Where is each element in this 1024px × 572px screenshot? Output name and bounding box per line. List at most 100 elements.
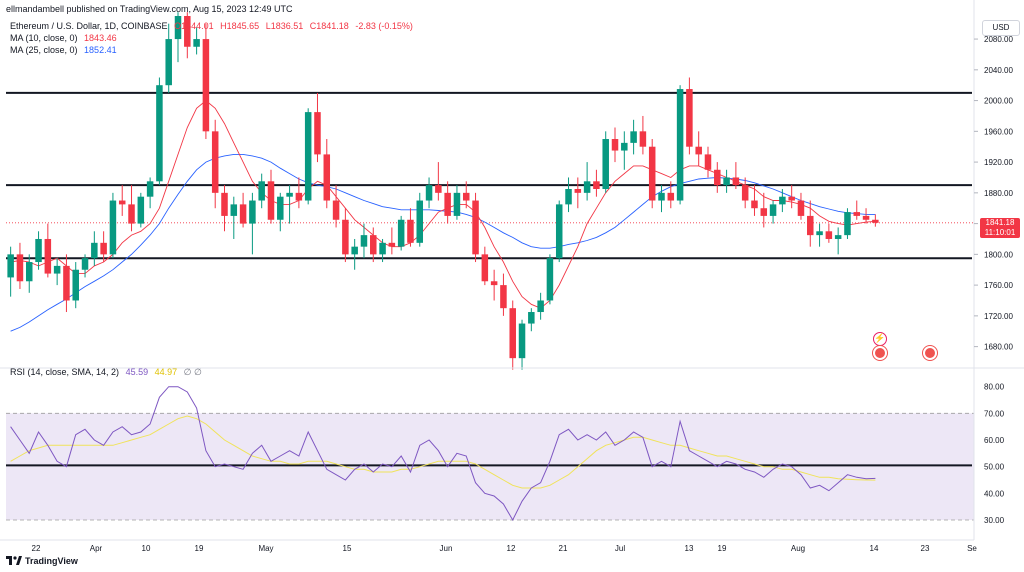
candle-body xyxy=(741,185,749,201)
ma25-line-layer xyxy=(10,153,876,332)
axis-layer: 1680.001720.001760.001800.001840.001880.… xyxy=(0,0,1024,553)
candle-body xyxy=(267,181,275,220)
ohlc-open: O1844.01 xyxy=(174,21,214,31)
rsi-legend[interactable]: RSI (14, close, SMA, 14, 2) 45.59 44.97 … xyxy=(10,367,206,378)
candle-body xyxy=(277,196,284,220)
candle-body xyxy=(862,215,870,220)
candle-body xyxy=(779,196,786,205)
time-tick-label: 19 xyxy=(718,544,727,553)
currency-selector[interactable]: USD xyxy=(982,20,1020,36)
candle-body xyxy=(174,16,182,40)
price-tick-label: 1960.00 xyxy=(984,127,1013,136)
candle-body xyxy=(872,219,879,223)
symbol-title[interactable]: Ethereum / U.S. Dollar, 1D, COINBASE xyxy=(10,21,168,31)
candle-body xyxy=(602,139,609,189)
candle-body xyxy=(751,200,758,209)
candle-body xyxy=(807,215,814,236)
rsi-layer xyxy=(10,386,876,522)
candle-body xyxy=(286,192,293,197)
candle-body xyxy=(16,254,24,282)
candle-body xyxy=(351,246,358,255)
horizontal-levels xyxy=(6,91,974,467)
tradingview-logo[interactable]: TradingView xyxy=(6,556,78,566)
candle-body xyxy=(165,39,172,86)
ma25-label: MA (25, close, 0) xyxy=(10,45,78,55)
rsi-band xyxy=(6,413,974,520)
ma25-value: 1852.41 xyxy=(84,45,117,55)
candle-body xyxy=(35,238,42,263)
ohlc-low: L1836.51 xyxy=(265,21,304,31)
candle-body xyxy=(193,39,200,47)
candle-body xyxy=(239,204,247,224)
rsi-value: 45.59 xyxy=(125,367,149,377)
candle-body xyxy=(834,235,842,239)
last-price: 1841.18 xyxy=(985,218,1015,227)
candle-body xyxy=(472,200,479,255)
candle-body xyxy=(146,181,154,197)
price-tick-label: 1720.00 xyxy=(984,312,1013,321)
candle-body xyxy=(621,142,628,151)
candle-body xyxy=(844,212,851,236)
candle-body xyxy=(704,154,712,170)
candle-body xyxy=(528,312,535,324)
candle-body xyxy=(137,196,145,224)
candle-body xyxy=(825,231,833,239)
candle-body xyxy=(462,192,470,201)
candle-body xyxy=(435,185,442,193)
candle-body xyxy=(304,112,312,201)
candle-body xyxy=(156,85,163,182)
ma25-legend[interactable]: MA (25, close, 0) 1852.41 xyxy=(10,45,121,55)
price-tick-label: 1680.00 xyxy=(984,343,1013,352)
ohlc-change: -2.83 (-0.15%) xyxy=(355,21,413,31)
candle-body xyxy=(788,196,795,201)
price-tick-label: 2040.00 xyxy=(984,66,1013,75)
time-tick-label: 21 xyxy=(559,544,568,553)
time-tick-label: Se xyxy=(967,544,977,553)
us-flag-event-icon[interactable] xyxy=(873,346,887,360)
candle-body xyxy=(211,131,219,193)
candle-body xyxy=(676,89,684,201)
time-tick-label: 10 xyxy=(142,544,151,553)
candle-body xyxy=(658,192,665,201)
rsi-sma-value: 44.97 xyxy=(154,367,178,377)
candle-body xyxy=(202,39,210,132)
candle-body xyxy=(81,258,89,270)
ma10-value: 1843.46 xyxy=(84,33,117,43)
candle-body xyxy=(797,200,805,216)
last-price-tag: 1841.18 11:10:01 xyxy=(980,218,1020,238)
candle-body xyxy=(816,231,823,236)
tradingview-brand: TradingView xyxy=(25,556,78,566)
candle-body xyxy=(565,189,572,205)
lightning-event-icon[interactable]: ⚡ xyxy=(873,332,887,346)
candle-body xyxy=(295,192,303,201)
candle-body xyxy=(490,281,498,286)
us-flag-event-icon-2[interactable] xyxy=(923,346,937,360)
tradingview-mark-icon xyxy=(6,556,22,565)
rsi-tick-label: 40.00 xyxy=(984,489,1005,498)
candle-body xyxy=(695,146,702,155)
candle-body xyxy=(648,146,656,201)
price-tick-label: 1760.00 xyxy=(984,281,1013,290)
price-tick-label: 1920.00 xyxy=(984,158,1013,167)
candle-body xyxy=(379,242,386,255)
candle-body xyxy=(714,169,721,186)
rsi-line xyxy=(10,386,876,522)
candle-body xyxy=(397,219,405,247)
candle-body xyxy=(360,235,368,247)
candle-body xyxy=(118,200,126,205)
time-tick-label: 15 xyxy=(343,544,352,553)
candles-layer xyxy=(7,12,879,370)
candle-body xyxy=(500,285,507,309)
candle-body xyxy=(7,254,14,278)
ma10-legend[interactable]: MA (10, close, 0) 1843.46 xyxy=(10,33,121,43)
rsi-tick-label: 30.00 xyxy=(984,516,1005,525)
candle-body xyxy=(128,204,135,224)
candle-body xyxy=(518,323,526,359)
price-tick-label: 1800.00 xyxy=(984,250,1013,259)
time-tick-label: 13 xyxy=(685,544,694,553)
rsi-tick-label: 70.00 xyxy=(984,409,1005,418)
candle-body xyxy=(258,181,265,201)
rsi-tick-label: 50.00 xyxy=(984,463,1005,472)
candle-body xyxy=(388,242,396,247)
